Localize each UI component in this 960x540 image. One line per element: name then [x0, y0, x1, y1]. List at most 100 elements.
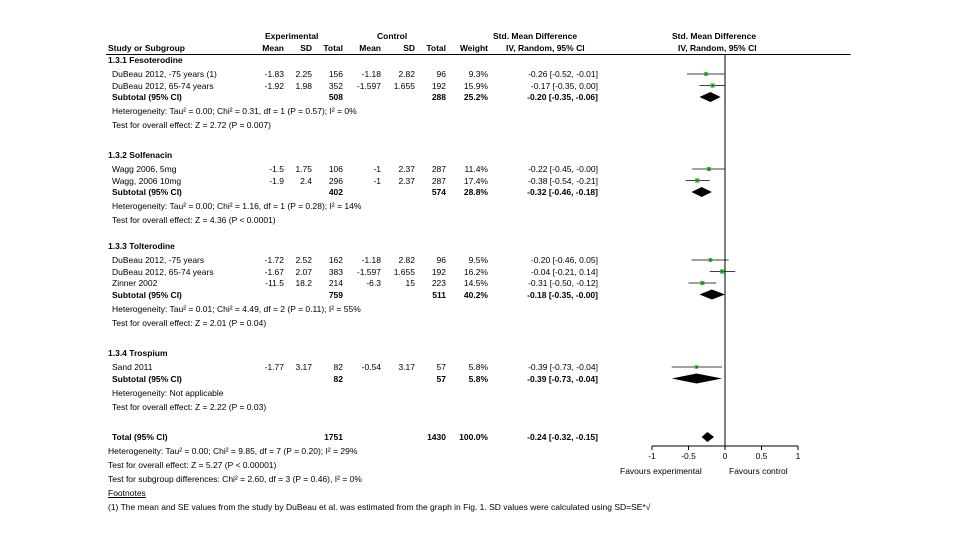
study-me: -1.5: [269, 164, 284, 174]
study-point: [711, 84, 714, 87]
study-me: -1.67: [264, 266, 284, 277]
header-control: Control: [377, 31, 408, 41]
footnotes-label: Footnotes: [108, 488, 146, 498]
study-mc: -0.54: [361, 362, 381, 372]
header-sd-e: SD: [300, 43, 312, 53]
footnote-1: (1) The mean and SE values from the stud…: [108, 502, 651, 512]
study-nc: 192: [431, 80, 446, 91]
subtotal-w: 40.2%: [463, 289, 488, 300]
study-name: Sand 2011: [112, 362, 153, 372]
study-sde: 2.4: [300, 175, 312, 186]
subtotal-ci: -0.39 [-0.73, -0.04]: [527, 373, 598, 384]
study-me: -1.72: [264, 255, 284, 265]
study-name: Zinner 2002: [112, 278, 158, 288]
total-heterogeneity: Heterogeneity: Tau² = 0.00; Chi² = 9.85,…: [108, 446, 358, 456]
study-nc: 287: [431, 175, 446, 186]
header-mean-e: Mean: [262, 43, 284, 53]
subtotal-ne: 508: [328, 92, 343, 102]
study-name: DuBeau 2012, 65-74 years: [112, 266, 214, 277]
summary-diamond: [671, 373, 723, 384]
total-ci: -0.24 [-0.32, -0.15]: [527, 432, 598, 442]
study-me: -1.9: [269, 175, 284, 186]
study-sde: 1.98: [295, 80, 312, 91]
study-w: 11.4%: [464, 164, 488, 174]
subgroup-overall-effect: Test for overall effect: Z = 2.72 (P = 0…: [112, 120, 271, 130]
subgroup-overall-effect: Test for overall effect: Z = 2.22 (P = 0…: [112, 401, 267, 412]
study-sdc: 1.655: [393, 266, 415, 277]
study-mc: -1.18: [361, 69, 381, 79]
subtotal-ci: -0.32 [-0.46, -0.18]: [527, 187, 598, 197]
study-point: [709, 259, 712, 261]
favours-experimental: Favours experimental: [620, 466, 702, 476]
study-point: [695, 366, 698, 368]
study-name: Wagg, 2006 10mg: [112, 175, 182, 186]
subtotal-w: 25.2%: [463, 92, 488, 102]
study-ne: 296: [328, 175, 343, 186]
subgroup-overall-effect: Test for overall effect: Z = 2.01 (P = 0…: [112, 317, 267, 328]
total-ne: 1751: [324, 432, 343, 442]
subtotal-label: Subtotal (95% CI): [112, 289, 182, 300]
subtotal-label: Subtotal (95% CI): [112, 92, 182, 102]
header-experimental: Experimental: [265, 31, 319, 41]
subtotal-nc: 57: [436, 373, 446, 384]
subgroup-title: 1.3.3 Tolterodine: [108, 241, 175, 251]
study-me: -11.5: [265, 278, 284, 288]
study-sde: 1.75: [295, 164, 312, 174]
header-rule: [106, 54, 850, 55]
study-me: -1.83: [264, 69, 284, 79]
study-sdc: 2.82: [398, 255, 415, 265]
header-total-e: Total: [323, 43, 343, 53]
study-me: -1.77: [264, 362, 284, 372]
study-w: 15.9%: [463, 80, 488, 91]
study-ci: -0.20 [-0.46, 0.05]: [530, 255, 598, 265]
study-point: [705, 73, 707, 75]
summary-diamond: [691, 187, 712, 197]
subgroup-heterogeneity: Heterogeneity: Tau² = 0.00; Chi² = 0.31,…: [112, 106, 357, 116]
study-ci: -0.04 [-0.21, 0.14]: [530, 266, 598, 277]
study-ne: 156: [328, 69, 343, 79]
subtotal-ne: 402: [328, 187, 343, 197]
subtotal-nc: 288: [431, 92, 446, 102]
header-ci-left: IV, Random, 95% CI: [506, 43, 585, 53]
subtotal-w: 28.8%: [463, 187, 488, 197]
subgroup-heterogeneity: Heterogeneity: Tau² = 0.01; Chi² = 4.49,…: [112, 303, 361, 314]
x-tick-label: 0.5: [756, 451, 768, 461]
study-name: Wagg 2006, 5mg: [112, 164, 177, 174]
subtotal-label: Subtotal (95% CI): [112, 373, 182, 384]
summary-diamond: [699, 289, 725, 300]
x-tick-label: 0: [723, 451, 728, 461]
study-sde: 2.25: [295, 69, 312, 79]
study-point: [721, 270, 723, 273]
study-w: 9.3%: [468, 69, 488, 79]
study-point: [701, 282, 703, 284]
study-sde: 3.17: [295, 362, 312, 372]
study-ne: 162: [328, 255, 343, 265]
favours-control: Favours control: [729, 466, 788, 476]
subtotal-nc: 574: [431, 187, 446, 197]
header-ci-right: IV, Random, 95% CI: [678, 43, 757, 53]
subtotal-ne: 82: [333, 373, 343, 384]
summary-diamond: [701, 432, 715, 442]
study-point: [696, 179, 698, 182]
header-sd-c: SD: [403, 43, 415, 53]
study-ci: -0.38 [-0.54, -0.21]: [528, 175, 598, 186]
study-ci: -0.26 [-0.52, -0.01]: [528, 69, 598, 79]
subgroup-title: 1.3.4 Trospium: [108, 348, 168, 358]
study-mc: -1.597: [356, 266, 381, 277]
study-w: 9.5%: [468, 255, 488, 265]
subgroup-heterogeneity: Heterogeneity: Tau² = 0.00; Chi² = 1.16,…: [112, 201, 362, 211]
subtotal-label: Subtotal (95% CI): [112, 187, 182, 197]
x-tick-label: -1: [648, 451, 656, 461]
study-nc: 223: [431, 278, 446, 288]
subtotal-ci: -0.18 [-0.35, -0.00]: [527, 289, 598, 300]
header-mean-c: Mean: [359, 43, 381, 53]
study-sdc: 2.37: [398, 164, 415, 174]
total-w: 100.0%: [459, 432, 488, 442]
study-nc: 192: [431, 266, 446, 277]
study-ci: -0.22 [-0.45, -0.00]: [528, 164, 598, 174]
study-ne: 106: [328, 164, 343, 174]
study-mc: -1.18: [361, 255, 381, 265]
study-ne: 82: [333, 362, 343, 372]
study-sdc: 3.17: [398, 362, 415, 372]
study-name: DuBeau 2012, -75 years: [112, 255, 205, 265]
